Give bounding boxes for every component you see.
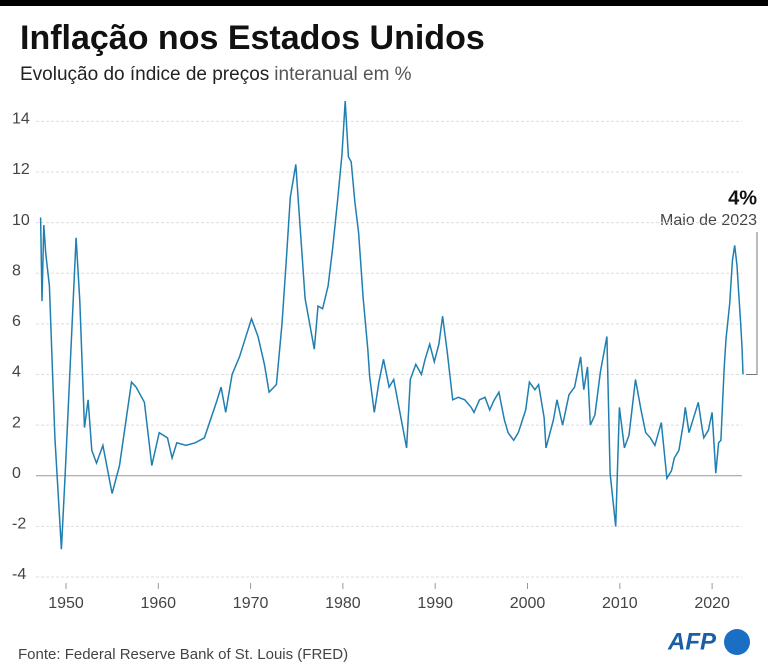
subtitle-unit: interanual em % <box>274 64 411 85</box>
x-tick-label: 1990 <box>417 595 453 612</box>
x-tick-label: 1970 <box>233 595 269 612</box>
logo: AFP <box>667 628 717 655</box>
y-tick-label: -2 <box>12 516 26 533</box>
y-tick-label: 14 <box>12 111 30 128</box>
x-tick-label: 1950 <box>48 595 84 612</box>
x-tick-label: 1960 <box>140 595 176 612</box>
line <box>39 101 744 550</box>
y-tick-label: 8 <box>12 262 21 279</box>
x-tick-label: 2000 <box>510 595 546 612</box>
x-tick-label: 2020 <box>694 595 730 612</box>
chart-title: Inflação nos Estados Unidos <box>20 19 485 57</box>
annotation-bracket <box>746 232 758 375</box>
x-tick-label: 2010 <box>602 595 638 612</box>
y-tick-label: -4 <box>12 566 26 583</box>
y-tick-label: 0 <box>12 465 21 482</box>
y-tick-label: 4 <box>12 364 21 381</box>
subtitle-main: Evolução do índice de preços <box>20 64 269 85</box>
subtitle: Evolução do índice de preços interanual e… <box>20 64 412 85</box>
top-bar <box>0 0 768 6</box>
y-tick-label: 2 <box>12 414 21 431</box>
x-tick-label: 1980 <box>325 595 361 612</box>
source: Fonte: Federal Reserve Bank of St. Louis… <box>18 646 348 663</box>
y-tick-label: 12 <box>12 161 30 178</box>
annotation-label: Maio de 2023 <box>660 212 757 229</box>
logo-circle <box>724 629 750 655</box>
y-tick-label: 6 <box>12 313 21 330</box>
y-tick-label: 10 <box>12 212 30 229</box>
annotation-value: 4% <box>728 187 757 209</box>
